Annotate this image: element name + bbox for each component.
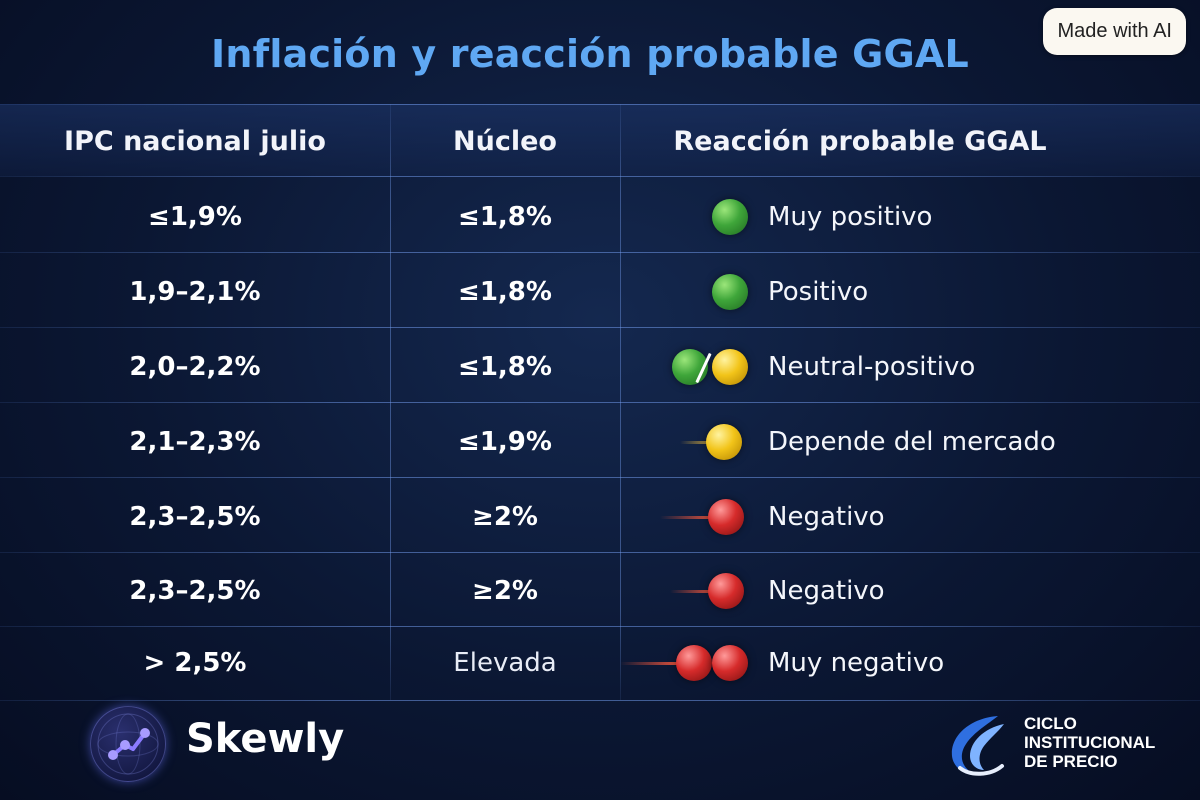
yellow-indicator-icon [660,405,780,480]
reaction-cell: Muy negativo [620,626,1200,701]
header-nucleo: Núcleo [453,126,557,157]
nucleo-cell: ≤1,8% [458,352,552,382]
ipc-cell: 1,9–2,1% [129,277,261,307]
nucleo-cell: ≥2% [472,502,538,532]
reaction-label: Muy negativo [768,648,945,678]
column-divider [390,104,391,700]
ciclo-line-1: CICLO [1024,714,1077,733]
table-row: > 2,5% Elevada Muy negativo [0,626,1200,701]
ciclo-line-2: INSTITUCIONAL [1024,733,1156,752]
page-title: Inflación y reacción probable GGAL [211,32,969,76]
reaction-label: Positivo [768,277,869,307]
header-ipc: IPC nacional julio [64,126,326,157]
reaction-cell: Positivo [660,255,1200,330]
divider [0,104,1200,105]
reaction-cell: Depende del mercado [660,405,1200,480]
table-row: 1,9–2,1% ≤1,8% Positivo [0,255,1200,330]
reaction-cell: Neutral-positivo [660,330,1200,405]
header-reaction: Reacción probable GGAL [673,126,1047,157]
table-row: 2,3–2,5% ≥2% Negativo [0,480,1200,555]
table-header: IPC nacional julio Núcleo Reacción proba… [0,104,1200,176]
ipc-cell: ≤1,9% [148,202,242,232]
reaction-cell: Negativo [660,480,1200,555]
red-indicator-icon [660,480,780,555]
reaction-label: Negativo [768,502,885,532]
divider [0,327,1200,328]
skewly-brand: Skewly [90,706,390,786]
ipc-cell: 2,1–2,3% [129,427,261,457]
column-divider [620,104,621,700]
divider [0,477,1200,478]
divider [0,700,1200,701]
red-indicator-icon [660,554,780,629]
ipc-cell: 2,3–2,5% [129,576,261,606]
ipc-cell: > 2,5% [143,648,247,678]
skewly-brand-name: Skewly [186,716,345,762]
table-row: ≤1,9% ≤1,8% Muy positivo [0,180,1200,255]
reaction-label: Muy positivo [768,202,933,232]
nucleo-cell: ≤1,9% [458,427,552,457]
green-yellow-indicator-icon [660,330,780,405]
table-row: 2,1–2,3% ≤1,9% Depende del mercado [0,405,1200,480]
green-indicator-icon [660,180,780,255]
divider [0,626,1200,627]
nucleo-cell: ≤1,8% [458,277,552,307]
table-row: 2,3–2,5% ≥2% Negativo [0,554,1200,629]
divider [0,402,1200,403]
ciclo-logo-icon [940,710,1020,780]
skewly-logo-icon [90,706,166,782]
reaction-cell: Negativo [660,554,1200,629]
divider [0,252,1200,253]
reaction-label: Neutral-positivo [768,352,976,382]
reaction-label: Negativo [768,576,885,606]
green-indicator-icon [660,255,780,330]
ipc-cell: 2,3–2,5% [129,502,261,532]
divider [0,176,1200,177]
ciclo-brand: CICLO INSTITUCIONAL DE PRECIO [940,710,1180,790]
nucleo-cell: ≤1,8% [458,202,552,232]
reaction-cell: Muy positivo [660,180,1200,255]
table-row: 2,0–2,2% ≤1,8% Neutral-positivo [0,330,1200,405]
ipc-cell: 2,0–2,2% [129,352,261,382]
red-red-indicator-icon [620,626,780,701]
ciclo-line-3: DE PRECIO [1024,752,1118,771]
divider [0,552,1200,553]
ciclo-brand-name: CICLO INSTITUCIONAL DE PRECIO [1024,714,1155,771]
nucleo-cell: Elevada [453,648,557,678]
made-with-ai-badge: Made with AI [1043,8,1186,55]
nucleo-cell: ≥2% [472,576,538,606]
reaction-label: Depende del mercado [768,427,1056,457]
